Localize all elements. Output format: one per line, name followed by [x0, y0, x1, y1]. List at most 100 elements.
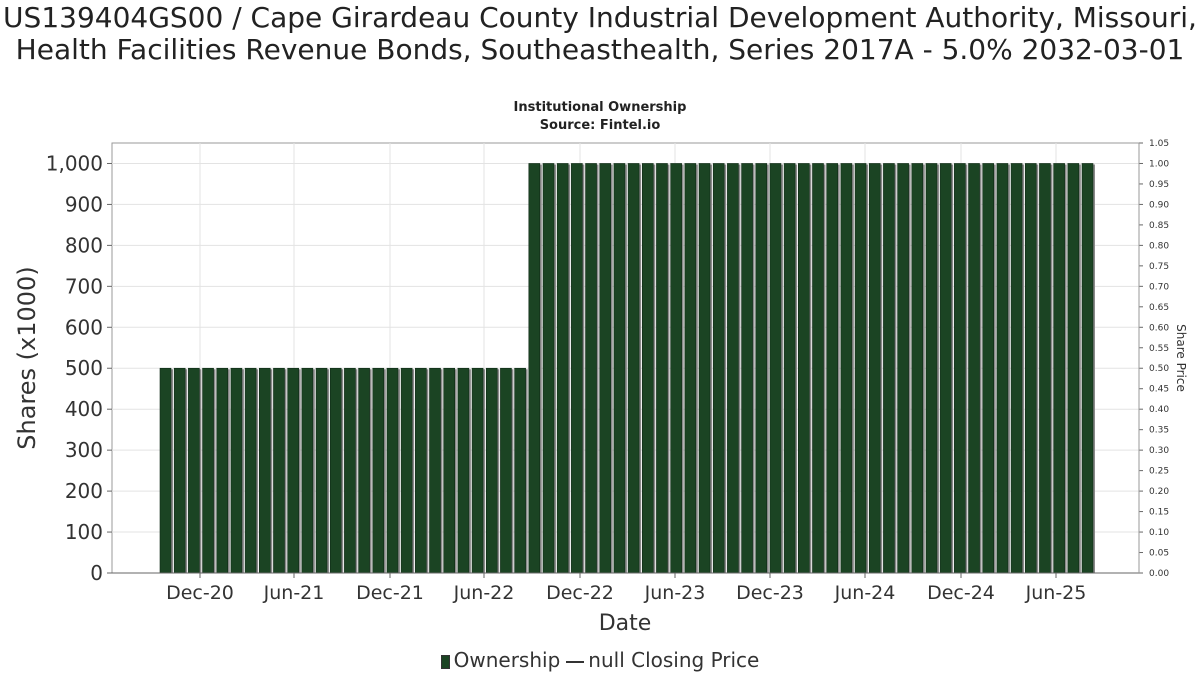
bar — [1067, 163, 1080, 574]
y2-tick-label: 0.70 — [1149, 282, 1169, 292]
legend-ownership-swatch — [440, 654, 450, 669]
bar — [968, 163, 980, 574]
chart-title: US139404GS00 / Cape Girardeau County Ind… — [3, 1, 1197, 66]
y-tick-label: 0 — [90, 561, 103, 585]
bar — [599, 163, 612, 574]
y2-tick-label: 0.75 — [1149, 262, 1169, 272]
bar — [188, 367, 200, 574]
bar — [329, 367, 342, 574]
bar — [897, 163, 909, 574]
bar — [854, 163, 867, 574]
y-tick-label: 100 — [65, 520, 103, 544]
y2-tick-label: 0.45 — [1149, 385, 1169, 395]
bar — [656, 163, 668, 574]
bar — [485, 367, 498, 574]
y-tick-label: 800 — [65, 233, 103, 257]
bar — [1024, 163, 1037, 574]
y2-tick-label: 0.05 — [1149, 549, 1169, 559]
bar — [358, 367, 370, 574]
bar-layer — [159, 163, 1095, 574]
x-tick-label: Dec-20 — [166, 582, 234, 604]
bar — [273, 367, 285, 574]
y2-tick-label: 0.30 — [1149, 446, 1169, 456]
chart-subtitle: Institutional Ownership — [513, 100, 687, 115]
bar — [996, 163, 1009, 574]
bar — [528, 163, 541, 574]
bar — [812, 163, 824, 574]
y2-tick-label: 0.55 — [1149, 344, 1169, 354]
bar — [755, 163, 768, 574]
x-tick-label: Dec-22 — [546, 582, 614, 604]
y2-tick-label: 0.95 — [1149, 180, 1169, 190]
bar — [982, 163, 995, 574]
bar — [500, 367, 512, 574]
y2-tick-label: 1.00 — [1149, 159, 1169, 169]
y2-tick-label: 0.80 — [1149, 241, 1169, 251]
bar — [287, 367, 299, 574]
y-tick-label: 600 — [65, 315, 103, 339]
y2-tick-label: 0.85 — [1149, 221, 1169, 231]
bar — [769, 163, 782, 574]
bar — [741, 163, 753, 574]
bar — [911, 163, 924, 574]
bar — [372, 367, 385, 574]
bar — [457, 367, 470, 574]
bar — [386, 367, 399, 574]
bar — [1010, 163, 1023, 574]
chart-source: Source: Fintel.io — [539, 118, 661, 133]
bar — [415, 367, 427, 574]
bar — [585, 163, 597, 574]
bar — [613, 163, 626, 574]
bar — [471, 367, 484, 574]
bar — [840, 163, 853, 574]
y-axis-label: Shares (x1000) — [13, 266, 41, 449]
y2-tick-label: 0.15 — [1149, 508, 1169, 518]
bar — [258, 367, 271, 574]
y2-tick-label: 0.25 — [1149, 467, 1169, 477]
bar — [542, 163, 555, 574]
y2-axis-label: Share Price — [1174, 324, 1188, 392]
bar — [826, 163, 838, 574]
x-tick-label: Dec-24 — [927, 582, 995, 604]
legend-price-label: null Closing Price — [588, 648, 760, 672]
x-tick-label: Jun-25 — [1025, 582, 1087, 604]
x-tick-label: Jun-23 — [644, 582, 706, 604]
y2-tick-label: 0.00 — [1149, 569, 1169, 579]
bar — [556, 163, 569, 574]
y-tick-label: 500 — [65, 356, 103, 380]
bar — [1053, 163, 1065, 574]
bar — [315, 367, 328, 574]
bar — [868, 163, 881, 574]
bar — [698, 163, 711, 574]
bar — [954, 163, 966, 574]
bar — [202, 367, 214, 574]
bar — [727, 163, 739, 574]
x-tick-label: Jun-21 — [263, 582, 325, 604]
y-tick-label: 300 — [65, 438, 103, 462]
y-tick-label: 900 — [65, 192, 103, 216]
bar — [216, 367, 229, 574]
bar — [400, 367, 413, 574]
bar — [1039, 163, 1051, 574]
y-tick-label: 1,000 — [46, 151, 103, 175]
y-tick-label: 700 — [65, 274, 103, 298]
y-tick-label: 400 — [65, 397, 103, 421]
bar — [939, 163, 952, 574]
x-tick-label: Jun-22 — [453, 582, 515, 604]
bar — [230, 367, 243, 574]
bar — [783, 163, 796, 574]
y2-tick-label: 0.90 — [1149, 200, 1169, 210]
y2-tick-label: 0.35 — [1149, 426, 1169, 436]
bar — [670, 163, 682, 574]
legend-ownership-label: Ownership — [453, 648, 561, 672]
bar — [443, 367, 455, 574]
y2-tick-label: 0.20 — [1149, 487, 1169, 497]
bar — [301, 367, 314, 574]
legend: Ownership null Closing Price — [0, 648, 1200, 672]
y2-tick-label: 0.40 — [1149, 405, 1169, 415]
x-axis-label: Date — [599, 611, 652, 636]
bar — [514, 367, 526, 574]
y2-tick-label: 0.65 — [1149, 303, 1169, 313]
y2-tick-label: 1.05 — [1149, 139, 1169, 149]
